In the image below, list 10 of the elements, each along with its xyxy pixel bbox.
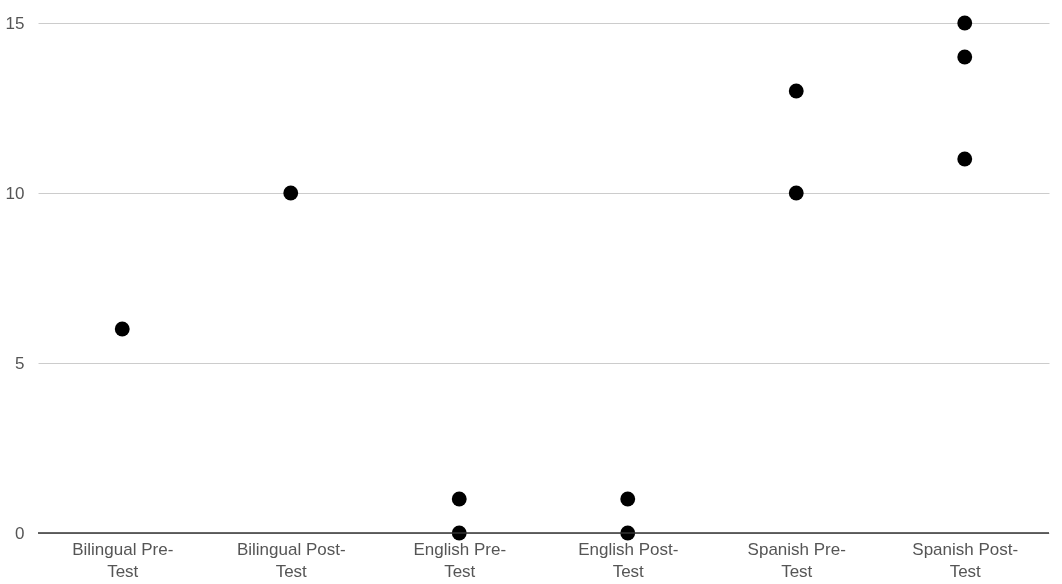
y-tick-label: 5 xyxy=(15,353,25,373)
x-tick-label: Bilingual Pre-Test xyxy=(72,539,174,581)
x-tick-label: English Post-Test xyxy=(578,539,679,581)
x-tick-label: Spanish Pre-Test xyxy=(747,539,846,581)
x-tick-label: English Pre-Test xyxy=(413,539,507,581)
x-tick-label: Bilingual Post-Test xyxy=(236,539,346,581)
x-tick-label: Spanish Post-Test xyxy=(912,539,1019,581)
y-tick-label: 10 xyxy=(5,183,25,203)
y-tick-label: 15 xyxy=(5,13,25,33)
y-tick-label: 0 xyxy=(15,523,25,543)
